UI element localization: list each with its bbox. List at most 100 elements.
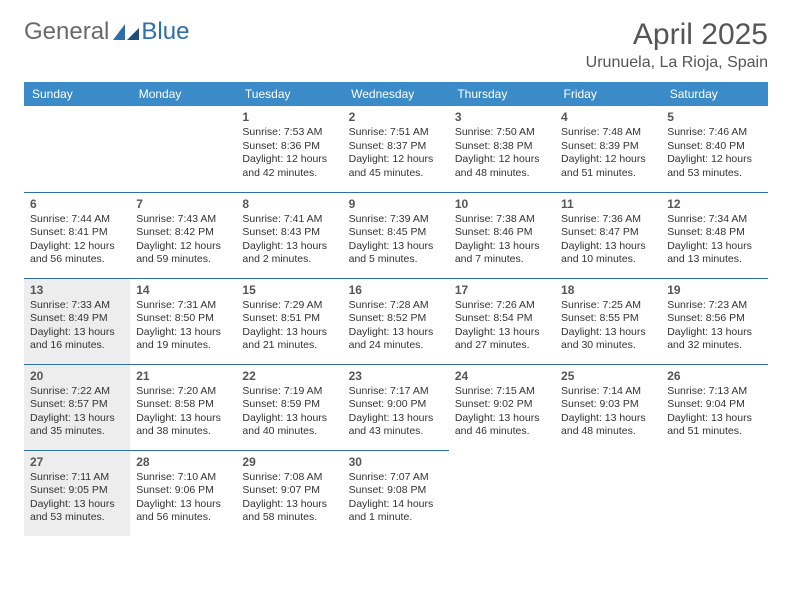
weekday-header: Tuesday	[236, 82, 342, 106]
cell-line-daylight1: Daylight: 12 hours	[349, 153, 443, 167]
cell-line-daylight1: Daylight: 13 hours	[349, 326, 443, 340]
cell-line-daylight2: and 51 minutes.	[667, 425, 761, 439]
cell-line-sunrise: Sunrise: 7:43 AM	[136, 213, 230, 227]
cell-line-daylight2: and 21 minutes.	[242, 339, 336, 353]
cell-line-sunset: Sunset: 8:59 PM	[242, 398, 336, 412]
cell-line-sunset: Sunset: 8:38 PM	[455, 140, 549, 154]
weekday-header: Friday	[555, 82, 661, 106]
calendar-row: 20Sunrise: 7:22 AMSunset: 8:57 PMDayligh…	[24, 364, 768, 450]
day-number: 12	[667, 197, 761, 211]
cell-line-sunset: Sunset: 8:40 PM	[667, 140, 761, 154]
cell-line-sunset: Sunset: 9:02 PM	[455, 398, 549, 412]
cell-line-sunrise: Sunrise: 7:29 AM	[242, 299, 336, 313]
calendar-cell: 27Sunrise: 7:11 AMSunset: 9:05 PMDayligh…	[24, 450, 130, 536]
cell-line-sunset: Sunset: 8:46 PM	[455, 226, 549, 240]
calendar-body: 1Sunrise: 7:53 AMSunset: 8:36 PMDaylight…	[24, 106, 768, 536]
location: Urunuela, La Rioja, Spain	[586, 54, 768, 72]
weekday-header: Saturday	[661, 82, 767, 106]
calendar-cell: 9Sunrise: 7:39 AMSunset: 8:45 PMDaylight…	[343, 192, 449, 278]
brand-logo: General Blue	[24, 18, 189, 46]
day-number: 4	[561, 110, 655, 124]
day-number: 1	[242, 110, 336, 124]
cell-line-sunset: Sunset: 9:03 PM	[561, 398, 655, 412]
day-number: 22	[242, 369, 336, 383]
calendar-cell: 25Sunrise: 7:14 AMSunset: 9:03 PMDayligh…	[555, 364, 661, 450]
day-number: 2	[349, 110, 443, 124]
cell-line-sunset: Sunset: 8:48 PM	[667, 226, 761, 240]
cell-line-daylight1: Daylight: 13 hours	[455, 240, 549, 254]
cell-line-daylight2: and 1 minute.	[349, 511, 443, 525]
cell-line-daylight2: and 35 minutes.	[30, 425, 124, 439]
cell-line-sunrise: Sunrise: 7:13 AM	[667, 385, 761, 399]
title-block: April 2025 Urunuela, La Rioja, Spain	[586, 18, 768, 72]
calendar-cell: 22Sunrise: 7:19 AMSunset: 8:59 PMDayligh…	[236, 364, 342, 450]
day-number: 18	[561, 283, 655, 297]
cell-line-sunset: Sunset: 8:54 PM	[455, 312, 549, 326]
header: General Blue April 2025 Urunuela, La Rio…	[24, 18, 768, 72]
day-number: 26	[667, 369, 761, 383]
calendar-cell: 8Sunrise: 7:41 AMSunset: 8:43 PMDaylight…	[236, 192, 342, 278]
cell-line-sunset: Sunset: 8:45 PM	[349, 226, 443, 240]
cell-line-sunset: Sunset: 8:51 PM	[242, 312, 336, 326]
cell-line-sunrise: Sunrise: 7:08 AM	[242, 471, 336, 485]
cell-line-daylight2: and 2 minutes.	[242, 253, 336, 267]
calendar-cell: 17Sunrise: 7:26 AMSunset: 8:54 PMDayligh…	[449, 278, 555, 364]
calendar-cell: 26Sunrise: 7:13 AMSunset: 9:04 PMDayligh…	[661, 364, 767, 450]
cell-line-daylight2: and 58 minutes.	[242, 511, 336, 525]
calendar-cell: 20Sunrise: 7:22 AMSunset: 8:57 PMDayligh…	[24, 364, 130, 450]
cell-line-sunset: Sunset: 9:08 PM	[349, 484, 443, 498]
day-number: 11	[561, 197, 655, 211]
cell-line-daylight2: and 56 minutes.	[136, 511, 230, 525]
cell-line-sunrise: Sunrise: 7:53 AM	[242, 126, 336, 140]
day-number: 14	[136, 283, 230, 297]
cell-line-daylight1: Daylight: 13 hours	[136, 412, 230, 426]
cell-line-daylight2: and 48 minutes.	[561, 425, 655, 439]
cell-line-sunrise: Sunrise: 7:51 AM	[349, 126, 443, 140]
cell-line-sunset: Sunset: 8:39 PM	[561, 140, 655, 154]
day-number: 15	[242, 283, 336, 297]
cell-line-sunrise: Sunrise: 7:07 AM	[349, 471, 443, 485]
cell-line-daylight2: and 24 minutes.	[349, 339, 443, 353]
day-number: 8	[242, 197, 336, 211]
cell-line-sunrise: Sunrise: 7:14 AM	[561, 385, 655, 399]
calendar-cell: 23Sunrise: 7:17 AMSunset: 9:00 PMDayligh…	[343, 364, 449, 450]
cell-line-daylight1: Daylight: 13 hours	[349, 412, 443, 426]
cell-line-daylight1: Daylight: 13 hours	[136, 498, 230, 512]
cell-line-sunrise: Sunrise: 7:19 AM	[242, 385, 336, 399]
cell-line-daylight1: Daylight: 13 hours	[349, 240, 443, 254]
cell-line-sunset: Sunset: 8:55 PM	[561, 312, 655, 326]
cell-line-daylight2: and 10 minutes.	[561, 253, 655, 267]
cell-line-sunrise: Sunrise: 7:50 AM	[455, 126, 549, 140]
calendar-row: 27Sunrise: 7:11 AMSunset: 9:05 PMDayligh…	[24, 450, 768, 536]
cell-line-daylight2: and 53 minutes.	[667, 167, 761, 181]
cell-line-daylight1: Daylight: 13 hours	[455, 412, 549, 426]
cell-line-sunrise: Sunrise: 7:10 AM	[136, 471, 230, 485]
calendar-cell: 7Sunrise: 7:43 AMSunset: 8:42 PMDaylight…	[130, 192, 236, 278]
cell-line-daylight1: Daylight: 13 hours	[667, 240, 761, 254]
cell-line-daylight2: and 48 minutes.	[455, 167, 549, 181]
cell-line-sunset: Sunset: 9:06 PM	[136, 484, 230, 498]
cell-line-daylight2: and 46 minutes.	[455, 425, 549, 439]
calendar-cell: 18Sunrise: 7:25 AMSunset: 8:55 PMDayligh…	[555, 278, 661, 364]
cell-line-daylight1: Daylight: 12 hours	[30, 240, 124, 254]
cell-line-sunset: Sunset: 8:41 PM	[30, 226, 124, 240]
cell-line-daylight1: Daylight: 13 hours	[667, 412, 761, 426]
cell-line-daylight1: Daylight: 12 hours	[667, 153, 761, 167]
calendar-cell: 19Sunrise: 7:23 AMSunset: 8:56 PMDayligh…	[661, 278, 767, 364]
cell-line-daylight1: Daylight: 13 hours	[561, 412, 655, 426]
cell-line-daylight2: and 43 minutes.	[349, 425, 443, 439]
month-title: April 2025	[586, 18, 768, 52]
day-number: 24	[455, 369, 549, 383]
calendar-cell: 1Sunrise: 7:53 AMSunset: 8:36 PMDaylight…	[236, 106, 342, 192]
cell-line-daylight1: Daylight: 12 hours	[561, 153, 655, 167]
cell-line-daylight2: and 5 minutes.	[349, 253, 443, 267]
day-number: 28	[136, 455, 230, 469]
day-number: 6	[30, 197, 124, 211]
calendar-cell	[24, 106, 130, 192]
calendar-cell: 4Sunrise: 7:48 AMSunset: 8:39 PMDaylight…	[555, 106, 661, 192]
day-number: 30	[349, 455, 443, 469]
cell-line-daylight2: and 32 minutes.	[667, 339, 761, 353]
cell-line-sunset: Sunset: 9:00 PM	[349, 398, 443, 412]
cell-line-daylight2: and 7 minutes.	[455, 253, 549, 267]
cell-line-sunrise: Sunrise: 7:38 AM	[455, 213, 549, 227]
